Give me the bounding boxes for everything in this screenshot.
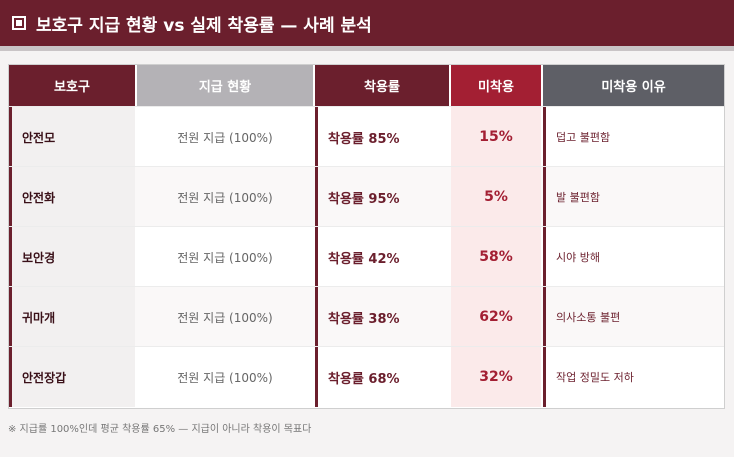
- wear-rate-cell: 착용률 95%: [315, 167, 449, 227]
- column-header-reason: 미착용 이유: [543, 65, 724, 106]
- item-cell: 보안경: [9, 227, 135, 287]
- column-header-wear-rate: 착용률: [315, 65, 449, 106]
- wear-rate-cell: 착용률 42%: [315, 227, 449, 287]
- item-cell: 안전화: [9, 167, 135, 227]
- table-row: 보안경 전원 지급 (100%) 착용률 42% 58% 시야 방해: [9, 226, 724, 287]
- nonwear-cell: 5%: [451, 167, 541, 227]
- supply-cell: 전원 지급 (100%): [177, 310, 273, 325]
- nonwear-cell: 62%: [451, 287, 541, 347]
- wear-rate-cell: 착용률 85%: [315, 107, 449, 167]
- table-row: 안전화 전원 지급 (100%) 착용률 95% 5% 발 불편함: [9, 166, 724, 227]
- table-header-row: 보호구 지급 현황 착용률 미착용 미착용 이유: [9, 65, 724, 106]
- table-row: 귀마개 전원 지급 (100%) 착용률 38% 62% 의사소통 불편: [9, 286, 724, 347]
- supply-cell: 전원 지급 (100%): [177, 250, 273, 265]
- item-cell: 안전모: [9, 107, 135, 167]
- wear-rate-cell: 착용률 68%: [315, 347, 449, 407]
- reason-cell: 덥고 불편함: [543, 107, 724, 167]
- reason-cell: 의사소통 불편: [543, 287, 724, 347]
- footer-note: ※ 지급률 100%인데 평균 착용률 65% — 지급이 아니라 착용이 목표…: [8, 424, 312, 435]
- page-header: 보호구 지급 현황 vs 실제 착용률 — 사례 분석: [0, 0, 734, 46]
- nonwear-cell: 15%: [451, 107, 541, 167]
- supply-cell: 전원 지급 (100%): [177, 190, 273, 205]
- page-title: 보호구 지급 현황 vs 실제 착용률 — 사례 분석: [36, 15, 372, 36]
- comparison-table: 보호구 지급 현황 착용률 미착용 미착용 이유 안전모 전원 지급 (100%…: [8, 64, 725, 409]
- table-row: 안전모 전원 지급 (100%) 착용률 85% 15% 덥고 불편함: [9, 106, 724, 167]
- reason-cell: 시야 방해: [543, 227, 724, 287]
- header-divider: [0, 46, 734, 51]
- table-row: 안전장갑 전원 지급 (100%) 착용률 68% 32% 작업 정밀도 저하: [9, 346, 724, 407]
- column-header-nonwear: 미착용: [451, 65, 541, 106]
- wear-rate-cell: 착용률 38%: [315, 287, 449, 347]
- item-cell: 귀마개: [9, 287, 135, 347]
- column-header-supply: 지급 현황: [137, 65, 313, 106]
- square-bullet-icon: [12, 16, 26, 30]
- nonwear-cell: 58%: [451, 227, 541, 287]
- reason-cell: 작업 정밀도 저하: [543, 347, 724, 407]
- supply-cell: 전원 지급 (100%): [177, 130, 273, 145]
- reason-cell: 발 불편함: [543, 167, 724, 227]
- column-header-item: 보호구: [9, 65, 135, 106]
- nonwear-cell: 32%: [451, 347, 541, 407]
- supply-cell: 전원 지급 (100%): [177, 370, 273, 385]
- item-cell: 안전장갑: [9, 347, 135, 407]
